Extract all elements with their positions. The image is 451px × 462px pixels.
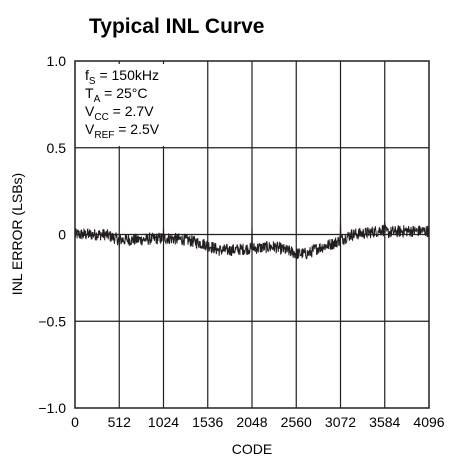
inl-series: [74, 218, 430, 260]
condition-line: fS = 150kHz: [85, 67, 159, 87]
conditions-box: [80, 64, 180, 146]
y-tick-label: −0.5: [38, 313, 66, 329]
spike-point: [162, 226, 165, 229]
y-tick-label: 0: [58, 227, 66, 243]
y-tick-labels: 1.0 0.5 0 −0.5 −1.0: [38, 53, 66, 416]
spike-point: [339, 218, 342, 220]
x-tick-label: 0: [71, 414, 79, 430]
y-tick-label: −1.0: [38, 400, 66, 416]
x-tick-label: 1024: [148, 414, 179, 430]
chart-title: Typical INL Curve: [89, 15, 264, 38]
y-axis-label: INL ERROR (LSBs): [9, 173, 25, 295]
x-tick-label: 1536: [192, 414, 223, 430]
x-tick-label: 2048: [236, 414, 267, 430]
x-tick-label: 512: [108, 414, 132, 430]
spike-point: [295, 258, 297, 260]
x-tick-label: 4096: [413, 414, 444, 430]
y-tick-label: 0.5: [47, 140, 67, 156]
spike-point: [384, 221, 386, 223]
y-tick-label: 1.0: [47, 53, 67, 69]
condition-line: VREF = 2.5V: [85, 121, 160, 141]
condition-line: VCC = 2.7V: [85, 103, 154, 123]
x-axis-label: CODE: [232, 441, 272, 457]
x-tick-label: 3072: [325, 414, 356, 430]
x-tick-label: 3584: [369, 414, 400, 430]
x-tick-labels: 0 512 1024 1536 2048 2560 3072 3584 4096: [71, 414, 445, 430]
spike-point: [251, 225, 253, 227]
condition-line: TA = 25°C: [85, 85, 147, 105]
spike-point: [207, 251, 209, 253]
spike-point: [118, 246, 120, 248]
x-tick-label: 2560: [281, 414, 312, 430]
